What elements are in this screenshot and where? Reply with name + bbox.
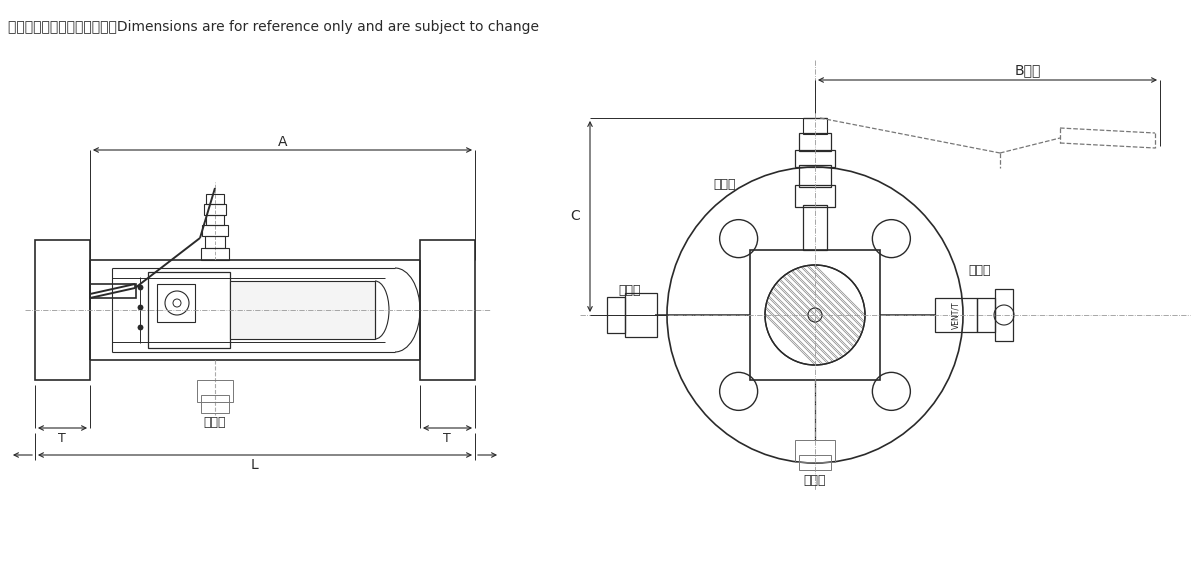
Bar: [148, 272, 230, 348]
Bar: [796, 150, 835, 167]
Bar: [420, 240, 475, 380]
Bar: [204, 204, 226, 215]
Bar: [935, 298, 977, 332]
Text: L: L: [251, 458, 259, 472]
Bar: [977, 298, 995, 332]
Text: T: T: [58, 432, 66, 445]
Bar: [35, 240, 90, 380]
Text: 排放口: 排放口: [204, 416, 227, 429]
Bar: [607, 297, 625, 333]
Bar: [796, 440, 835, 462]
Bar: [750, 250, 880, 380]
Bar: [206, 194, 224, 204]
Text: B打开: B打开: [1014, 63, 1040, 77]
Text: 截止阀: 截止阀: [714, 179, 737, 192]
Bar: [803, 205, 827, 250]
Bar: [202, 395, 229, 413]
Bar: [157, 284, 194, 322]
Text: VENT/T: VENT/T: [952, 301, 960, 329]
Text: 截止阀: 截止阀: [619, 283, 641, 296]
Bar: [796, 185, 835, 207]
Bar: [197, 380, 233, 402]
Bar: [799, 455, 830, 470]
Bar: [206, 215, 224, 225]
Bar: [90, 284, 136, 298]
Text: 排放口: 排放口: [804, 473, 827, 486]
Bar: [799, 165, 830, 187]
Text: C: C: [570, 209, 580, 223]
Bar: [205, 236, 226, 248]
Bar: [803, 118, 827, 134]
Text: T: T: [443, 432, 451, 445]
Bar: [995, 289, 1013, 341]
Bar: [202, 225, 228, 236]
Bar: [625, 293, 658, 337]
Text: A: A: [277, 135, 287, 149]
Text: 排放阀: 排放阀: [968, 263, 991, 276]
Bar: [202, 248, 229, 260]
Bar: [799, 133, 830, 151]
Text: 尺寸仅供参考，可能有变动。Dimensions are for reference only and are subject to change: 尺寸仅供参考，可能有变动。Dimensions are for referenc…: [8, 20, 539, 34]
Bar: [230, 281, 374, 339]
